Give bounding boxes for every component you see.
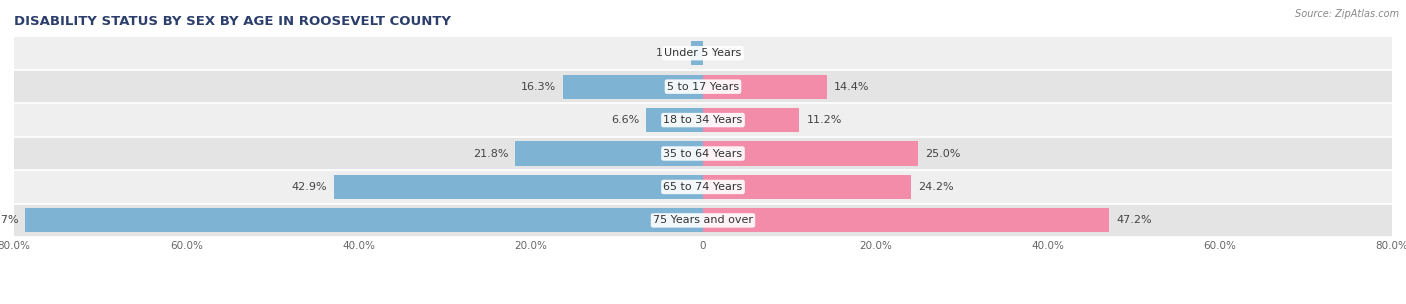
Text: 47.2%: 47.2%: [1116, 216, 1152, 225]
Text: 0.0%: 0.0%: [710, 48, 738, 58]
Bar: [703, 74, 827, 99]
Bar: [703, 108, 800, 132]
Text: 75 Years and over: 75 Years and over: [652, 216, 754, 225]
Text: 25.0%: 25.0%: [925, 149, 960, 158]
Text: 35 to 64 Years: 35 to 64 Years: [664, 149, 742, 158]
Bar: [515, 141, 703, 166]
Bar: [647, 108, 703, 132]
Bar: [14, 103, 1392, 137]
Text: 21.8%: 21.8%: [472, 149, 509, 158]
Bar: [690, 41, 703, 65]
Bar: [14, 204, 1392, 237]
Text: 6.6%: 6.6%: [612, 115, 640, 125]
Bar: [333, 175, 703, 199]
Bar: [703, 175, 911, 199]
Text: 11.2%: 11.2%: [807, 115, 842, 125]
Text: Under 5 Years: Under 5 Years: [665, 48, 741, 58]
Bar: [14, 70, 1392, 103]
Text: 1.4%: 1.4%: [655, 48, 685, 58]
Text: DISABILITY STATUS BY SEX BY AGE IN ROOSEVELT COUNTY: DISABILITY STATUS BY SEX BY AGE IN ROOSE…: [14, 16, 451, 28]
Bar: [14, 170, 1392, 204]
Text: 65 to 74 Years: 65 to 74 Years: [664, 182, 742, 192]
Text: 18 to 34 Years: 18 to 34 Years: [664, 115, 742, 125]
Bar: [703, 208, 1109, 233]
Text: 16.3%: 16.3%: [520, 82, 555, 92]
Text: 14.4%: 14.4%: [834, 82, 869, 92]
Text: 5 to 17 Years: 5 to 17 Years: [666, 82, 740, 92]
Text: Source: ZipAtlas.com: Source: ZipAtlas.com: [1295, 9, 1399, 19]
Bar: [562, 74, 703, 99]
Bar: [25, 208, 703, 233]
Bar: [703, 141, 918, 166]
Bar: [14, 36, 1392, 70]
Text: 78.7%: 78.7%: [0, 216, 18, 225]
Bar: [14, 137, 1392, 170]
Text: 24.2%: 24.2%: [918, 182, 953, 192]
Text: 42.9%: 42.9%: [291, 182, 326, 192]
